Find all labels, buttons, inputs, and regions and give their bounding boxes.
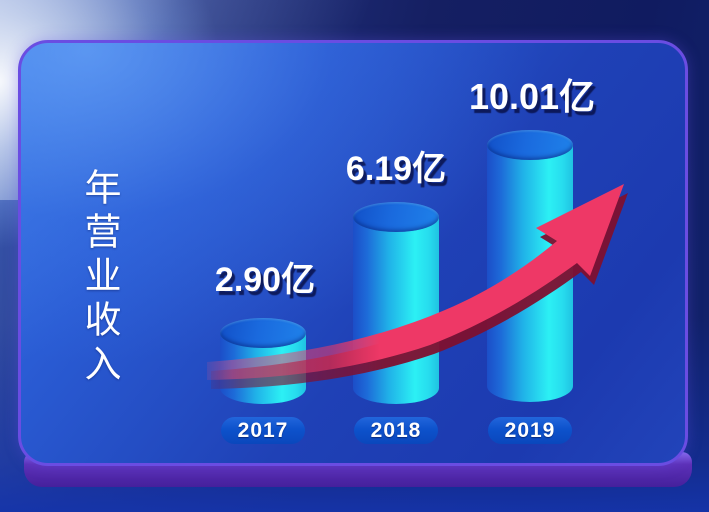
bar-2018	[353, 202, 439, 404]
bar-2017-cap	[220, 318, 306, 348]
bar-2017	[220, 318, 306, 404]
bar-2019-body	[487, 145, 573, 402]
bar-2019-cap	[487, 130, 573, 160]
bar-2018-body	[353, 217, 439, 404]
bar-2018-cap	[353, 202, 439, 232]
value-label-2019: 10.01亿	[468, 76, 596, 117]
bar-2019	[487, 130, 573, 402]
category-pill-2018: 2018	[354, 417, 438, 444]
value-label-2017: 2.90亿	[214, 261, 316, 299]
y-axis-title: 年营业收入	[79, 168, 120, 388]
value-label-2018: 6.19亿	[345, 150, 447, 188]
category-pill-2017: 2017	[221, 417, 305, 444]
category-pill-2019: 2019	[488, 417, 572, 444]
